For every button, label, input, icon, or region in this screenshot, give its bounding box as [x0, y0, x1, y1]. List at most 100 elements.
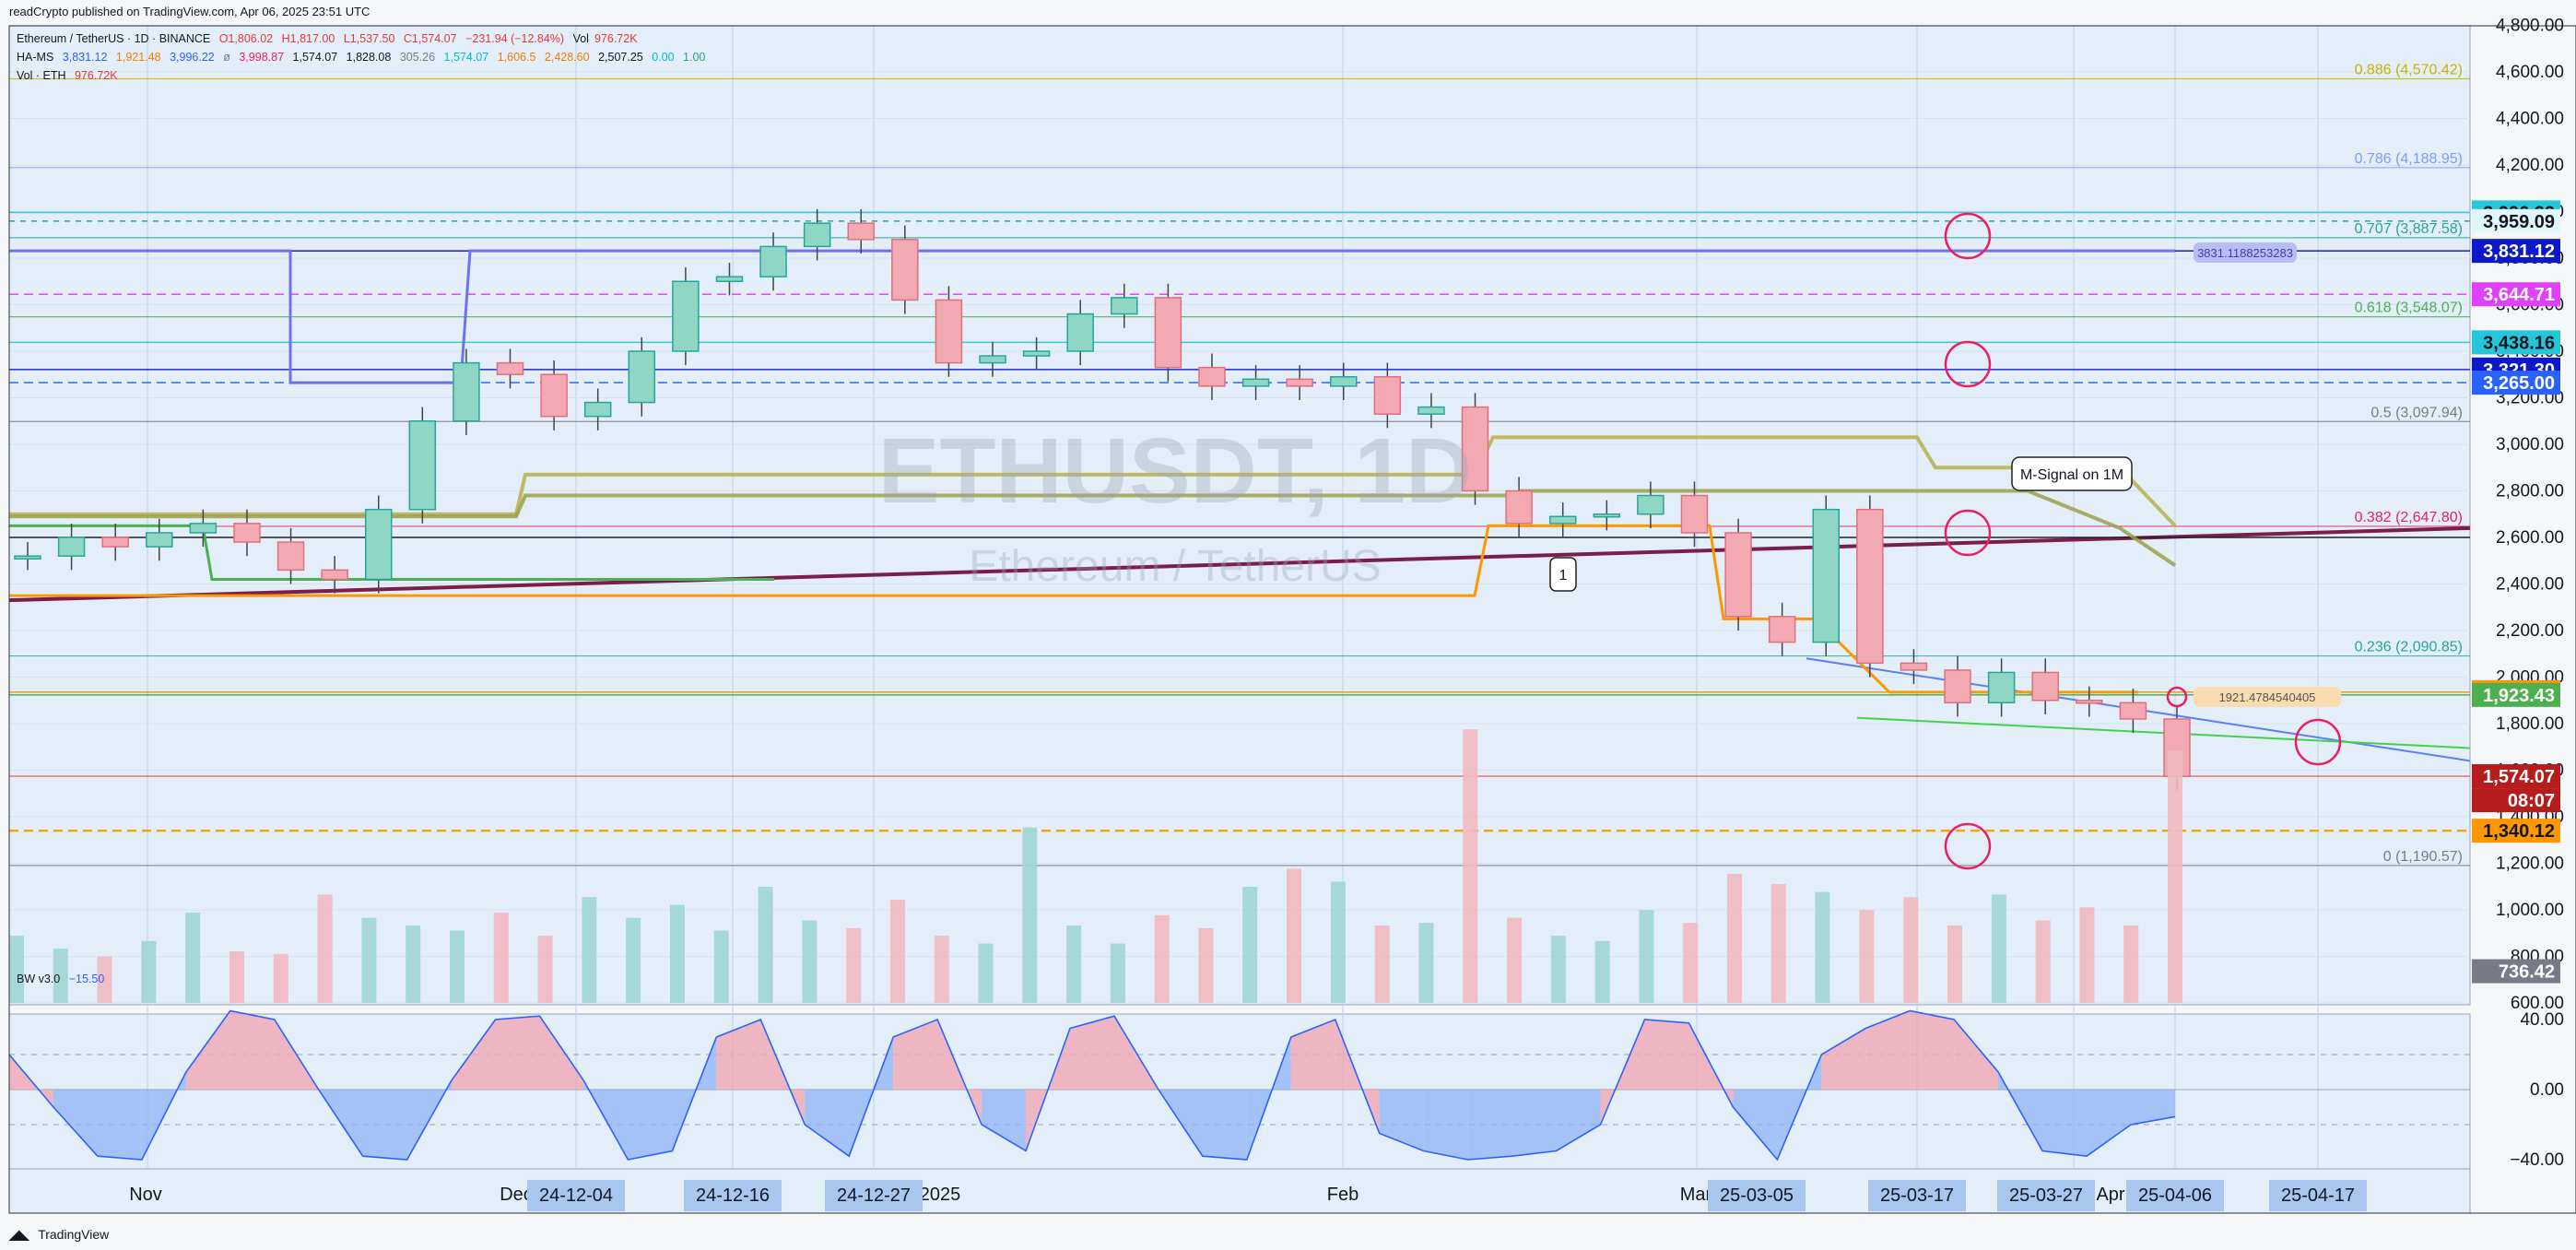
- price-candle: [1812, 508, 1841, 643]
- volume-bar: [2079, 907, 2095, 1003]
- price-badge-text: 1,923.43: [2483, 686, 2555, 706]
- volume-bar: [273, 953, 288, 1003]
- volume-bar: [934, 936, 949, 1003]
- footer: ◢◣ TradingView: [0, 1219, 2576, 1250]
- volume-bar: [1770, 884, 1786, 1003]
- bw-area-segment: [1865, 1010, 1911, 1090]
- legend-change: −231.94 (−12.84%): [465, 32, 565, 45]
- bw-area-segment: [1511, 1090, 1557, 1157]
- volume-bar: [1815, 891, 1830, 1003]
- volume-bar: [1330, 881, 1346, 1003]
- legend-high: H1,817.00: [281, 32, 335, 45]
- orange-step-line: [9, 524, 2138, 694]
- bw-area-segment: [1910, 1010, 1955, 1090]
- price-candle: [146, 532, 173, 548]
- hams-value: 1,606.5: [497, 51, 536, 64]
- price-candle: [847, 222, 875, 241]
- hams-value: 2,507.25: [598, 51, 643, 64]
- price-tick-label: 1,200.00: [2496, 855, 2564, 874]
- price-tick-label: 2,200.00: [2496, 621, 2564, 641]
- marker-circle: [1944, 212, 1992, 260]
- volume-bar: [802, 920, 817, 1003]
- price-candle: [364, 508, 393, 581]
- price-candle: [759, 245, 787, 277]
- bw-area-segment: [2087, 1090, 2132, 1157]
- price-badge-text: 3,438.16: [2483, 333, 2555, 353]
- price-candle: [891, 239, 919, 301]
- fib-level-label: 0.886 (4,570.42): [2355, 62, 2463, 77]
- price-candle: [1856, 508, 1884, 665]
- bw-label[interactable]: BW v3.0: [17, 973, 61, 985]
- price-candle: [628, 350, 656, 404]
- price-candle: [408, 420, 437, 511]
- time-axis-date-text: 24-12-04: [539, 1185, 613, 1206]
- price-candle: [672, 280, 700, 352]
- time-axis-label: 2025: [920, 1185, 961, 1205]
- watermark-name: Ethereum / TetherUS: [969, 542, 1381, 591]
- publish-text: readCrypto published on TradingView.com,…: [9, 5, 371, 18]
- volume-bar: [582, 897, 597, 1003]
- hams-value: 1,574.07: [443, 51, 489, 64]
- time-axis-date-text: 24-12-16: [696, 1185, 770, 1206]
- bw-area-segment: [2131, 1090, 2175, 1125]
- price-tag-2-text: 3831.1188253283: [2197, 246, 2293, 260]
- price-badge-text: 3,831.12: [2483, 242, 2555, 262]
- footer-brand[interactable]: TradingView: [38, 1227, 110, 1242]
- hams-value: 1,574.07: [292, 51, 338, 64]
- bw-area-segment: [451, 1020, 496, 1090]
- price-badge: [2472, 330, 2560, 355]
- tradingview-logo-icon[interactable]: ◢◣: [9, 1227, 29, 1242]
- price-badge-text: 736.42: [2499, 962, 2555, 983]
- chart-border: [8, 25, 2576, 1214]
- countdown-badge: [2472, 788, 2560, 813]
- price-tick-label: 1,800.00: [2496, 714, 2564, 734]
- bw-area-segment: [1644, 1020, 1689, 1090]
- price-candle: [803, 222, 831, 248]
- legend-hams-label[interactable]: HA-MS: [17, 51, 54, 64]
- volume-bar: [1903, 897, 1919, 1003]
- price-candle: [2031, 671, 2059, 702]
- price-candle: [2119, 702, 2147, 720]
- volume-bar: [229, 951, 244, 1003]
- time-axis-label: Dec: [500, 1185, 533, 1205]
- price-tag-2-bg: [2194, 242, 2297, 263]
- bw-area-segment: [893, 1020, 938, 1090]
- price-tick-label: 2,800.00: [2496, 482, 2564, 501]
- time-axis-date-text: 24-12-27: [837, 1185, 911, 1206]
- price-badge: [2472, 208, 2560, 233]
- price-candle: [1505, 489, 1533, 525]
- volume-bar: [406, 926, 421, 1003]
- legend-vol-line-label[interactable]: Vol · ETH: [17, 69, 66, 82]
- hams-value: 305.26: [399, 51, 436, 64]
- volume-bar: [713, 930, 729, 1003]
- price-candle: [1724, 532, 1752, 618]
- legend-vol-label: Vol: [572, 32, 589, 45]
- price-badge-text: 1,340.12: [2483, 821, 2555, 842]
- time-axis-label: Apr: [2096, 1185, 2124, 1205]
- price-tick-label: 3,000.00: [2496, 435, 2564, 454]
- volume-bar: [493, 913, 509, 1003]
- legend-symbol[interactable]: Ethereum / TetherUS · 1D · BINANCE: [17, 32, 211, 45]
- volume-bar: [361, 917, 377, 1003]
- volume-bar: [1594, 940, 1610, 1003]
- price-tag-1-text: 1921.4784540405: [2219, 690, 2316, 704]
- chart-legend: Ethereum / TetherUS · 1D · BINANCE O1,80…: [17, 29, 711, 85]
- bw-area-segment: [229, 1010, 275, 1090]
- price-badge-text: 3,959.09: [2483, 212, 2555, 232]
- volume-bar: [1154, 914, 1170, 1003]
- bw-line: [8, 1009, 2176, 1162]
- fib-level-label: 0.786 (4,188.95): [2355, 151, 2463, 167]
- volume-bar: [1110, 943, 1125, 1003]
- legend-open: O1,806.02: [218, 32, 274, 45]
- legend-close: C1,574.07: [403, 32, 457, 45]
- hams-value: 3,831.12: [62, 51, 108, 64]
- legend-hams-row: HA-MS 3,831.12 1,921.48 3,996.22 ø 3,998…: [17, 48, 711, 66]
- bw-area-segment: [53, 1090, 98, 1157]
- price-candle: [1241, 378, 1270, 387]
- time-axis-date-text: 25-03-05: [1720, 1185, 1794, 1206]
- time-axis-date-text: 25-03-27: [2009, 1185, 2083, 1206]
- time-axis-date-badge: [1868, 1180, 1966, 1211]
- volume-bar: [1727, 874, 1743, 1003]
- bw-area-segment: [362, 1090, 407, 1160]
